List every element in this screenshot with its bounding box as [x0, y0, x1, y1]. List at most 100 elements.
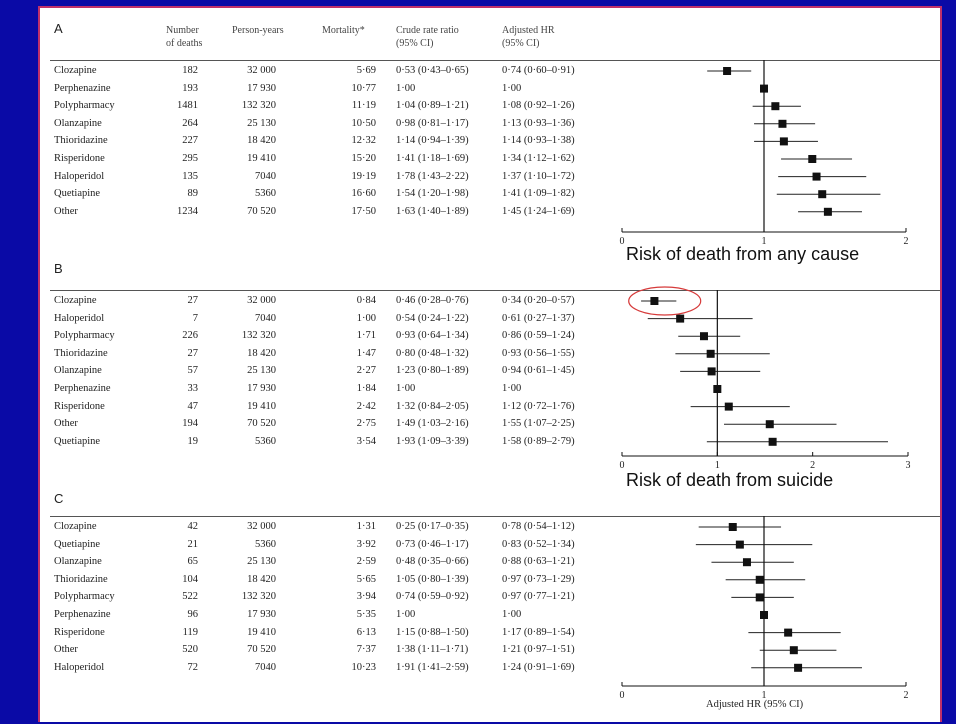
cell-person-years-c-0: 32 000 [247, 521, 276, 532]
cell-mortality-b-2: 1·71 [356, 330, 376, 342]
x-tick-label-b-1: 1 [715, 460, 720, 471]
cell-person-years-c-3: 18 420 [247, 573, 276, 585]
cell-mortality-a-6: 19·19 [351, 170, 377, 182]
point-estimate-a-3 [778, 119, 787, 128]
point-estimate-a-2 [771, 102, 780, 111]
cell-drug-a-0: Clozapine [54, 65, 97, 76]
cell-mortality-b-3: 1·47 [356, 347, 376, 359]
cell-drug-c-0: Clozapine [54, 521, 97, 532]
cell-drug-a-1: Perphenazine [54, 82, 111, 94]
cell-adjusted-a-2: 1·08 (0·92–1·26) [502, 100, 575, 112]
cell-deaths-a-3: 264 [182, 117, 198, 129]
cell-mortality-a-3: 10·50 [351, 117, 377, 129]
x-tick-label-b-0: 0 [620, 460, 625, 471]
cell-crude-c-8: 1·91 (1·41–2·59) [396, 661, 469, 673]
point-estimate-b-1 [676, 314, 685, 323]
cell-deaths-b-2: 226 [182, 330, 198, 342]
x-tick-label-c-0: 0 [620, 690, 625, 701]
cell-deaths-a-4: 227 [182, 135, 198, 147]
point-estimate-a-4 [779, 137, 788, 146]
cell-drug-c-8: Haloperidol [54, 661, 105, 673]
x-axis-label: Adjusted HR (95% CI) [706, 699, 804, 710]
x-tick-label-b-2: 2 [810, 460, 815, 471]
cell-drug-c-1: Quetiapine [54, 538, 101, 550]
cell-drug-a-3: Olanzapine [54, 117, 102, 129]
cell-drug-b-1: Haloperidol [54, 312, 105, 324]
cell-crude-a-0: 0·53 (0·43–0·65) [396, 65, 469, 76]
cell-mortality-c-0: 1·31 [356, 521, 376, 532]
cell-adjusted-a-5: 1·34 (1·12–1·62) [502, 153, 575, 164]
panel-label-a: A [54, 21, 63, 36]
cell-adjusted-c-4: 0·97 (0·77–1·21) [502, 591, 575, 603]
cell-drug-a-7: Quetiapine [54, 188, 101, 200]
cell-deaths-c-1: 21 [187, 538, 199, 550]
cell-crude-c-4: 0·74 (0·59–0·92) [396, 591, 469, 603]
point-estimate-c-4 [755, 593, 764, 602]
header-adjusted: Adjusted HR (95% CI) [502, 24, 555, 50]
point-estimate-b-4 [707, 367, 716, 376]
point-estimate-a-6 [812, 172, 821, 181]
forest-plots: 0 1 2 0 1 2 3 0 1 2 [620, 60, 911, 701]
cell-crude-b-6: 1·32 (0·84–2·05) [396, 400, 469, 412]
annotation-any-cause: Risk of death from any cause [626, 244, 860, 264]
cell-mortality-c-7: 7·37 [356, 644, 376, 656]
cell-deaths-b-0: 27 [187, 295, 199, 306]
cell-person-years-a-4: 18 420 [247, 135, 276, 147]
cell-person-years-a-1: 17 930 [247, 82, 276, 94]
panel-label-b: B [54, 261, 63, 276]
cell-adjusted-a-3: 1·13 (0·93–1·36) [502, 117, 575, 129]
cell-deaths-c-6: 119 [182, 626, 198, 638]
cell-crude-b-3: 0·80 (0·48–1·32) [396, 347, 469, 359]
cell-person-years-b-1: 7040 [255, 312, 276, 324]
cell-person-years-b-5: 17 930 [247, 383, 276, 394]
cell-person-years-b-8: 5360 [255, 435, 276, 447]
x-tick-label-a-1: 1 [762, 236, 767, 247]
cell-crude-b-5: 1·00 [396, 383, 416, 394]
cell-mortality-c-4: 3·94 [356, 591, 376, 603]
cell-mortality-b-5: 1·84 [356, 383, 376, 394]
cell-crude-c-1: 0·73 (0·46–1·17) [396, 538, 469, 550]
cell-crude-b-8: 1·93 (1·09–3·39) [396, 435, 469, 447]
cell-adjusted-b-1: 0·61 (0·27–1·37) [502, 312, 575, 324]
cell-crude-c-6: 1·15 (0·88–1·50) [396, 626, 469, 638]
cell-mortality-c-1: 3·92 [356, 538, 376, 550]
cell-person-years-c-2: 25 130 [247, 556, 276, 568]
x-tick-label-a-2: 2 [904, 236, 909, 247]
cell-adjusted-b-2: 0·86 (0·59–1·24) [502, 330, 575, 342]
cell-deaths-b-3: 27 [187, 347, 199, 359]
cell-drug-b-5: Perphenazine [54, 383, 111, 394]
cell-deaths-a-8: 1234 [177, 205, 198, 217]
cell-crude-c-3: 1·05 (0·80–1·39) [396, 573, 469, 585]
annotation-suicide: Risk of death from suicide [626, 470, 834, 490]
cell-drug-b-7: Other [54, 418, 78, 430]
point-estimate-c-8 [794, 663, 803, 672]
point-estimate-b-0 [650, 297, 659, 305]
header-rule-c [50, 516, 940, 517]
cell-deaths-c-4: 522 [182, 591, 198, 603]
cell-adjusted-c-0: 0·78 (0·54–1·12) [502, 521, 575, 532]
header-adjusted-line2: (95% CI) [502, 38, 540, 49]
cell-person-years-a-8: 70 520 [247, 205, 276, 217]
cell-deaths-c-7: 520 [182, 644, 198, 656]
cell-drug-a-8: Other [54, 205, 78, 217]
cell-adjusted-c-5: 1·00 [502, 609, 522, 620]
cell-mortality-a-0: 5·69 [356, 65, 376, 76]
point-estimate-a-7 [818, 190, 827, 199]
cell-drug-a-6: Haloperidol [54, 170, 105, 182]
header-crude-line1: Crude rate ratio [396, 25, 459, 36]
cell-person-years-a-2: 132 320 [241, 100, 276, 112]
cell-drug-b-3: Thioridazine [54, 347, 108, 359]
header-rule-a [50, 60, 940, 61]
cell-person-years-a-6: 7040 [255, 170, 276, 182]
cell-drug-b-6: Risperidone [54, 400, 105, 412]
cell-crude-a-6: 1·78 (1·43–2·22) [396, 170, 469, 182]
cell-person-years-c-5: 17 930 [247, 609, 276, 620]
cell-drug-a-4: Thioridazine [54, 135, 108, 147]
x-tick-label-b-3: 3 [906, 460, 911, 471]
cell-adjusted-c-1: 0·83 (0·52–1·34) [502, 538, 575, 550]
x-tick-label-c-2: 2 [904, 690, 909, 701]
cell-adjusted-a-4: 1·14 (0·93–1·38) [502, 135, 575, 147]
cell-person-years-b-4: 25 130 [247, 365, 276, 377]
cell-person-years-c-1: 5360 [255, 538, 276, 550]
point-estimate-c-2 [742, 558, 751, 567]
